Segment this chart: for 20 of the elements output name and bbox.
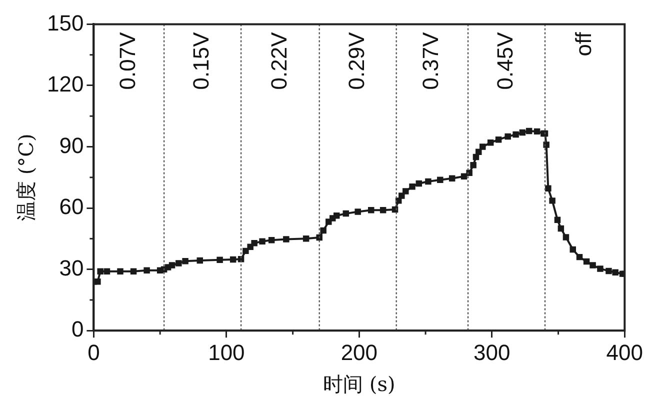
annotation: 0.37V bbox=[418, 32, 444, 90]
annotation: 0.29V bbox=[344, 32, 369, 90]
annotation: 0.15V bbox=[188, 32, 214, 90]
x-tick-label: 200 bbox=[340, 340, 378, 365]
y-tick-label: 90 bbox=[59, 132, 84, 158]
y-tick-label: 150 bbox=[46, 10, 84, 36]
annotation: off bbox=[570, 31, 596, 56]
x-tick-label: 400 bbox=[606, 340, 644, 365]
y-tick-label: 0 bbox=[71, 316, 84, 342]
annotation: 0.07V bbox=[114, 32, 140, 90]
annotation: 0.45V bbox=[492, 32, 518, 90]
y-tick-label: 30 bbox=[59, 255, 84, 280]
annotation: 0.22V bbox=[266, 32, 292, 90]
x-tick-label: 100 bbox=[208, 340, 245, 365]
x-tick-label: 0 bbox=[88, 340, 100, 365]
x-axis-title: 时间 (s) bbox=[323, 372, 396, 396]
y-tick-label: 60 bbox=[59, 194, 84, 220]
x-tick-label: 300 bbox=[474, 340, 510, 365]
y-axis-title: 温度 (°C) bbox=[14, 134, 38, 222]
y-tick-label: 120 bbox=[46, 72, 84, 97]
